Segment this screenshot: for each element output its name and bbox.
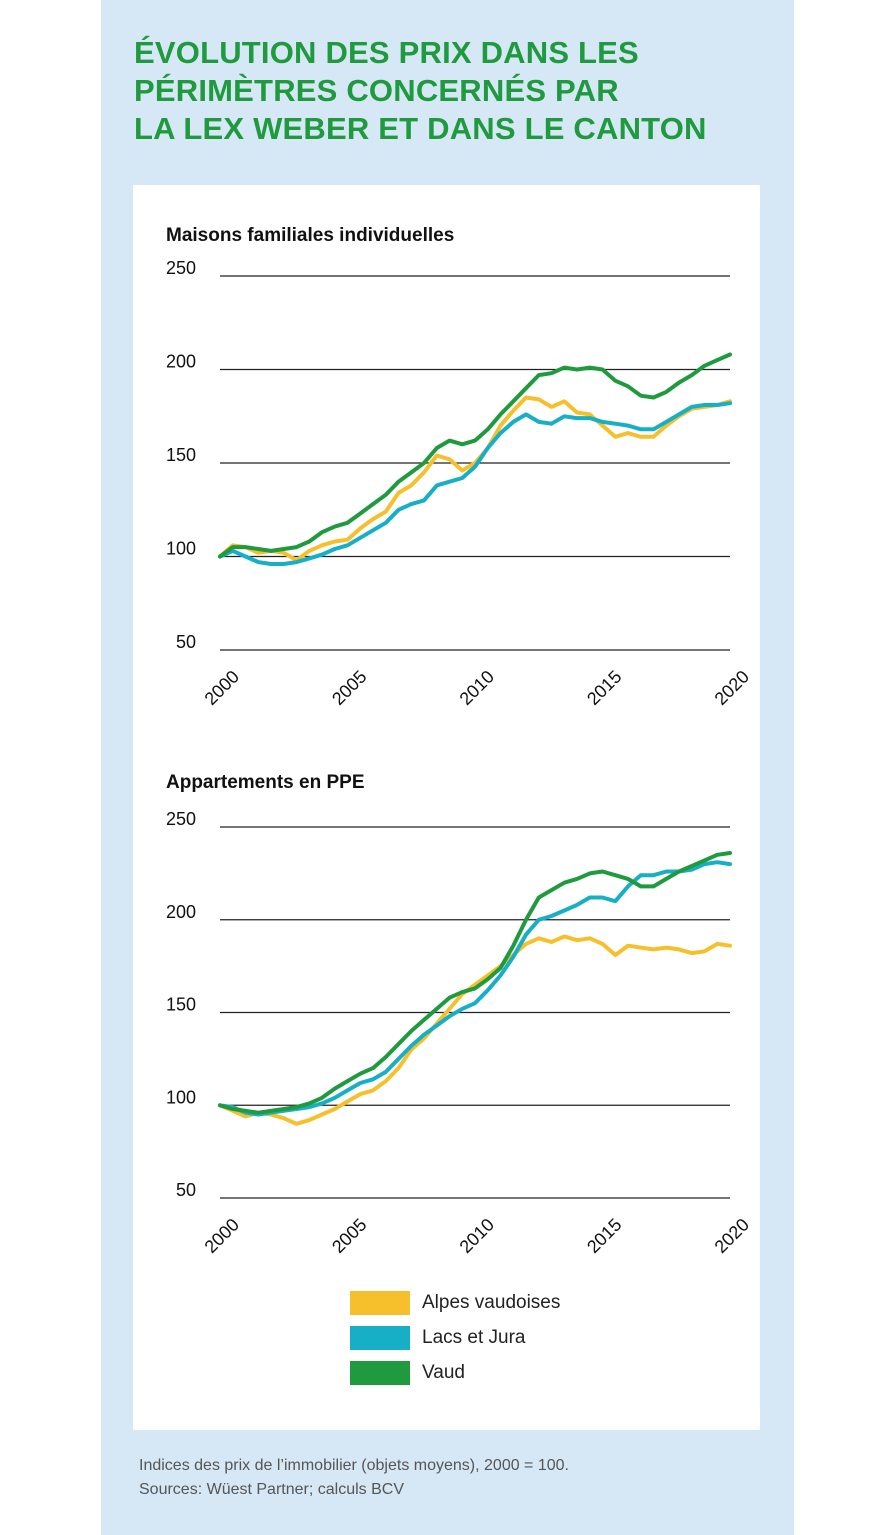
y-tick-label-200: 200 (166, 902, 196, 922)
chart-1: Maisons familiales individuelles 50 100 150… (166, 225, 753, 709)
series-line-alpes-vaudoises (218, 934, 732, 1126)
legend: Alpes vaudoises Lacs et Jura Vaud (350, 1285, 560, 1390)
x-tick-label-2020: 2020 (711, 667, 753, 709)
chart-card: Maisons familiales individuelles 50 100 150… (133, 185, 760, 1430)
footer-line-1: Indices des prix de l’immobilier (objets… (139, 1457, 569, 1474)
chart-2: Appartements en PPE 50 100 150 200 250 2000 200… (166, 772, 753, 1257)
y-tick-label-250: 250 (166, 809, 196, 829)
series-line-vaud (218, 352, 732, 559)
series-line-lacs-et-jura (218, 860, 732, 1117)
y-tick-label-100: 100 (166, 539, 196, 559)
chart-title: Maisons familiales individuelles (166, 225, 454, 246)
legend-swatch-lacs-et-jura (350, 1325, 410, 1350)
y-tick-label-150: 150 (166, 995, 196, 1015)
x-tick-label-2010: 2010 (456, 667, 498, 709)
legend-swatch-alpes-vaudoises (350, 1290, 410, 1315)
page-title: ÉVOLUTION DES PRIX DANS LES PÉRIMÈTRES C… (134, 34, 754, 148)
x-tick-label-2005: 2005 (328, 1215, 370, 1257)
x-tick-label-2015: 2015 (583, 1215, 625, 1257)
x-tick-label-2010: 2010 (456, 1215, 498, 1257)
y-tick-label-100: 100 (166, 1087, 196, 1107)
y-tick-label-150: 150 (166, 445, 196, 465)
x-tick-label-2005: 2005 (328, 667, 370, 709)
x-tick-label-2000: 2000 (201, 1215, 243, 1257)
charts-svg: Maisons familiales individuelles 50 100 150… (166, 225, 753, 1257)
footer-note: Indices des prix de l’immobilier (objets… (139, 1454, 569, 1502)
legend-label-vaud: Vaud (422, 1361, 465, 1383)
y-tick-label-200: 200 (166, 352, 196, 372)
x-tick-label-2015: 2015 (583, 667, 625, 709)
series-line-vaud (218, 851, 732, 1115)
y-tick-label-250: 250 (166, 258, 196, 278)
footer-line-2: Sources: Wüest Partner; calculs BCV (139, 1481, 404, 1498)
title-line-3: LA LEX WEBER ET DANS LE CANTON (134, 111, 707, 146)
legend-label-lacs-et-jura: Lacs et Jura (422, 1326, 526, 1348)
x-tick-label-2020: 2020 (711, 1215, 753, 1257)
legend-item-lacs-et-jura: Lacs et Jura (350, 1320, 560, 1355)
series-line-alpes-vaudoises (218, 395, 732, 563)
legend-label-alpes-vaudoises: Alpes vaudoises (422, 1291, 561, 1313)
legend-item-vaud: Vaud (350, 1355, 560, 1390)
series-line-lacs-et-jura (218, 401, 732, 566)
y-tick-label-50: 50 (176, 632, 196, 652)
chart-title: Appartements en PPE (166, 772, 365, 793)
legend-swatch-vaud (350, 1360, 410, 1385)
legend-item-alpes-vaudoises: Alpes vaudoises (350, 1285, 560, 1320)
title-line-2: PÉRIMÈTRES CONCERNÉS PAR (134, 73, 619, 108)
y-tick-label-50: 50 (176, 1180, 196, 1200)
x-tick-label-2000: 2000 (201, 667, 243, 709)
title-line-1: ÉVOLUTION DES PRIX DANS LES (134, 35, 639, 70)
